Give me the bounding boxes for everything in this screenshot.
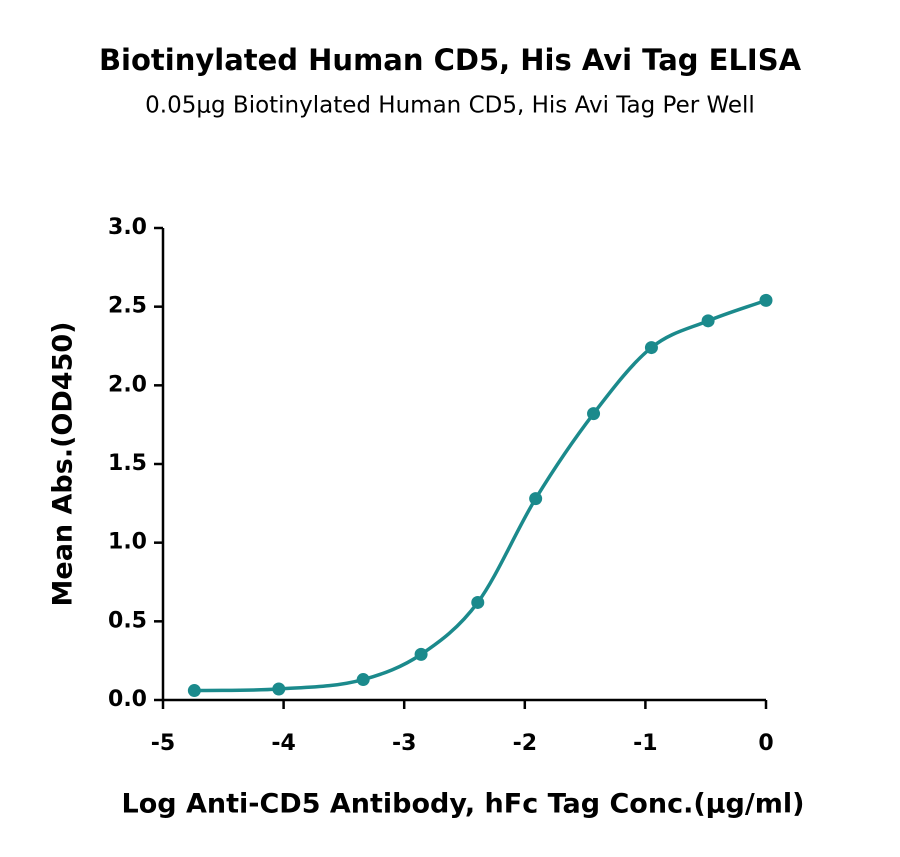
data-point (701, 314, 715, 328)
y-tick-label: 0.0 (108, 687, 147, 712)
data-point (414, 647, 428, 661)
data-point (644, 341, 658, 355)
chart-subtitle: 0.05μg Biotinylated Human CD5, His Avi T… (145, 93, 755, 119)
x-tick-label: -2 (513, 731, 537, 756)
x-tick-label: 0 (758, 731, 773, 756)
y-axis-label: Mean Abs.(OD450) (48, 322, 79, 607)
data-point (356, 673, 370, 687)
y-tick-label: 2.0 (108, 372, 147, 397)
x-tick-label: -4 (271, 731, 295, 756)
fit-curve (194, 298, 767, 693)
data-point (187, 684, 201, 698)
y-tick-label: 2.5 (108, 294, 147, 319)
x-tick-label: -1 (633, 731, 657, 756)
data-point (272, 682, 286, 696)
data-point (471, 595, 485, 609)
x-tick-label: -5 (151, 731, 175, 756)
chart-title: Biotinylated Human CD5, His Avi Tag ELIS… (99, 43, 802, 77)
y-tick-label: 1.0 (108, 530, 147, 555)
data-point (529, 492, 543, 506)
y-tick-label: 1.5 (108, 451, 147, 476)
data-point (759, 293, 773, 307)
x-tick-label: -3 (392, 731, 416, 756)
x-axis-label: Log Anti-CD5 Antibody, hFc Tag Conc.(μg/… (122, 789, 805, 820)
y-tick-label: 0.5 (108, 608, 147, 633)
y-tick-label: 3.0 (108, 215, 147, 240)
data-point (587, 407, 601, 421)
